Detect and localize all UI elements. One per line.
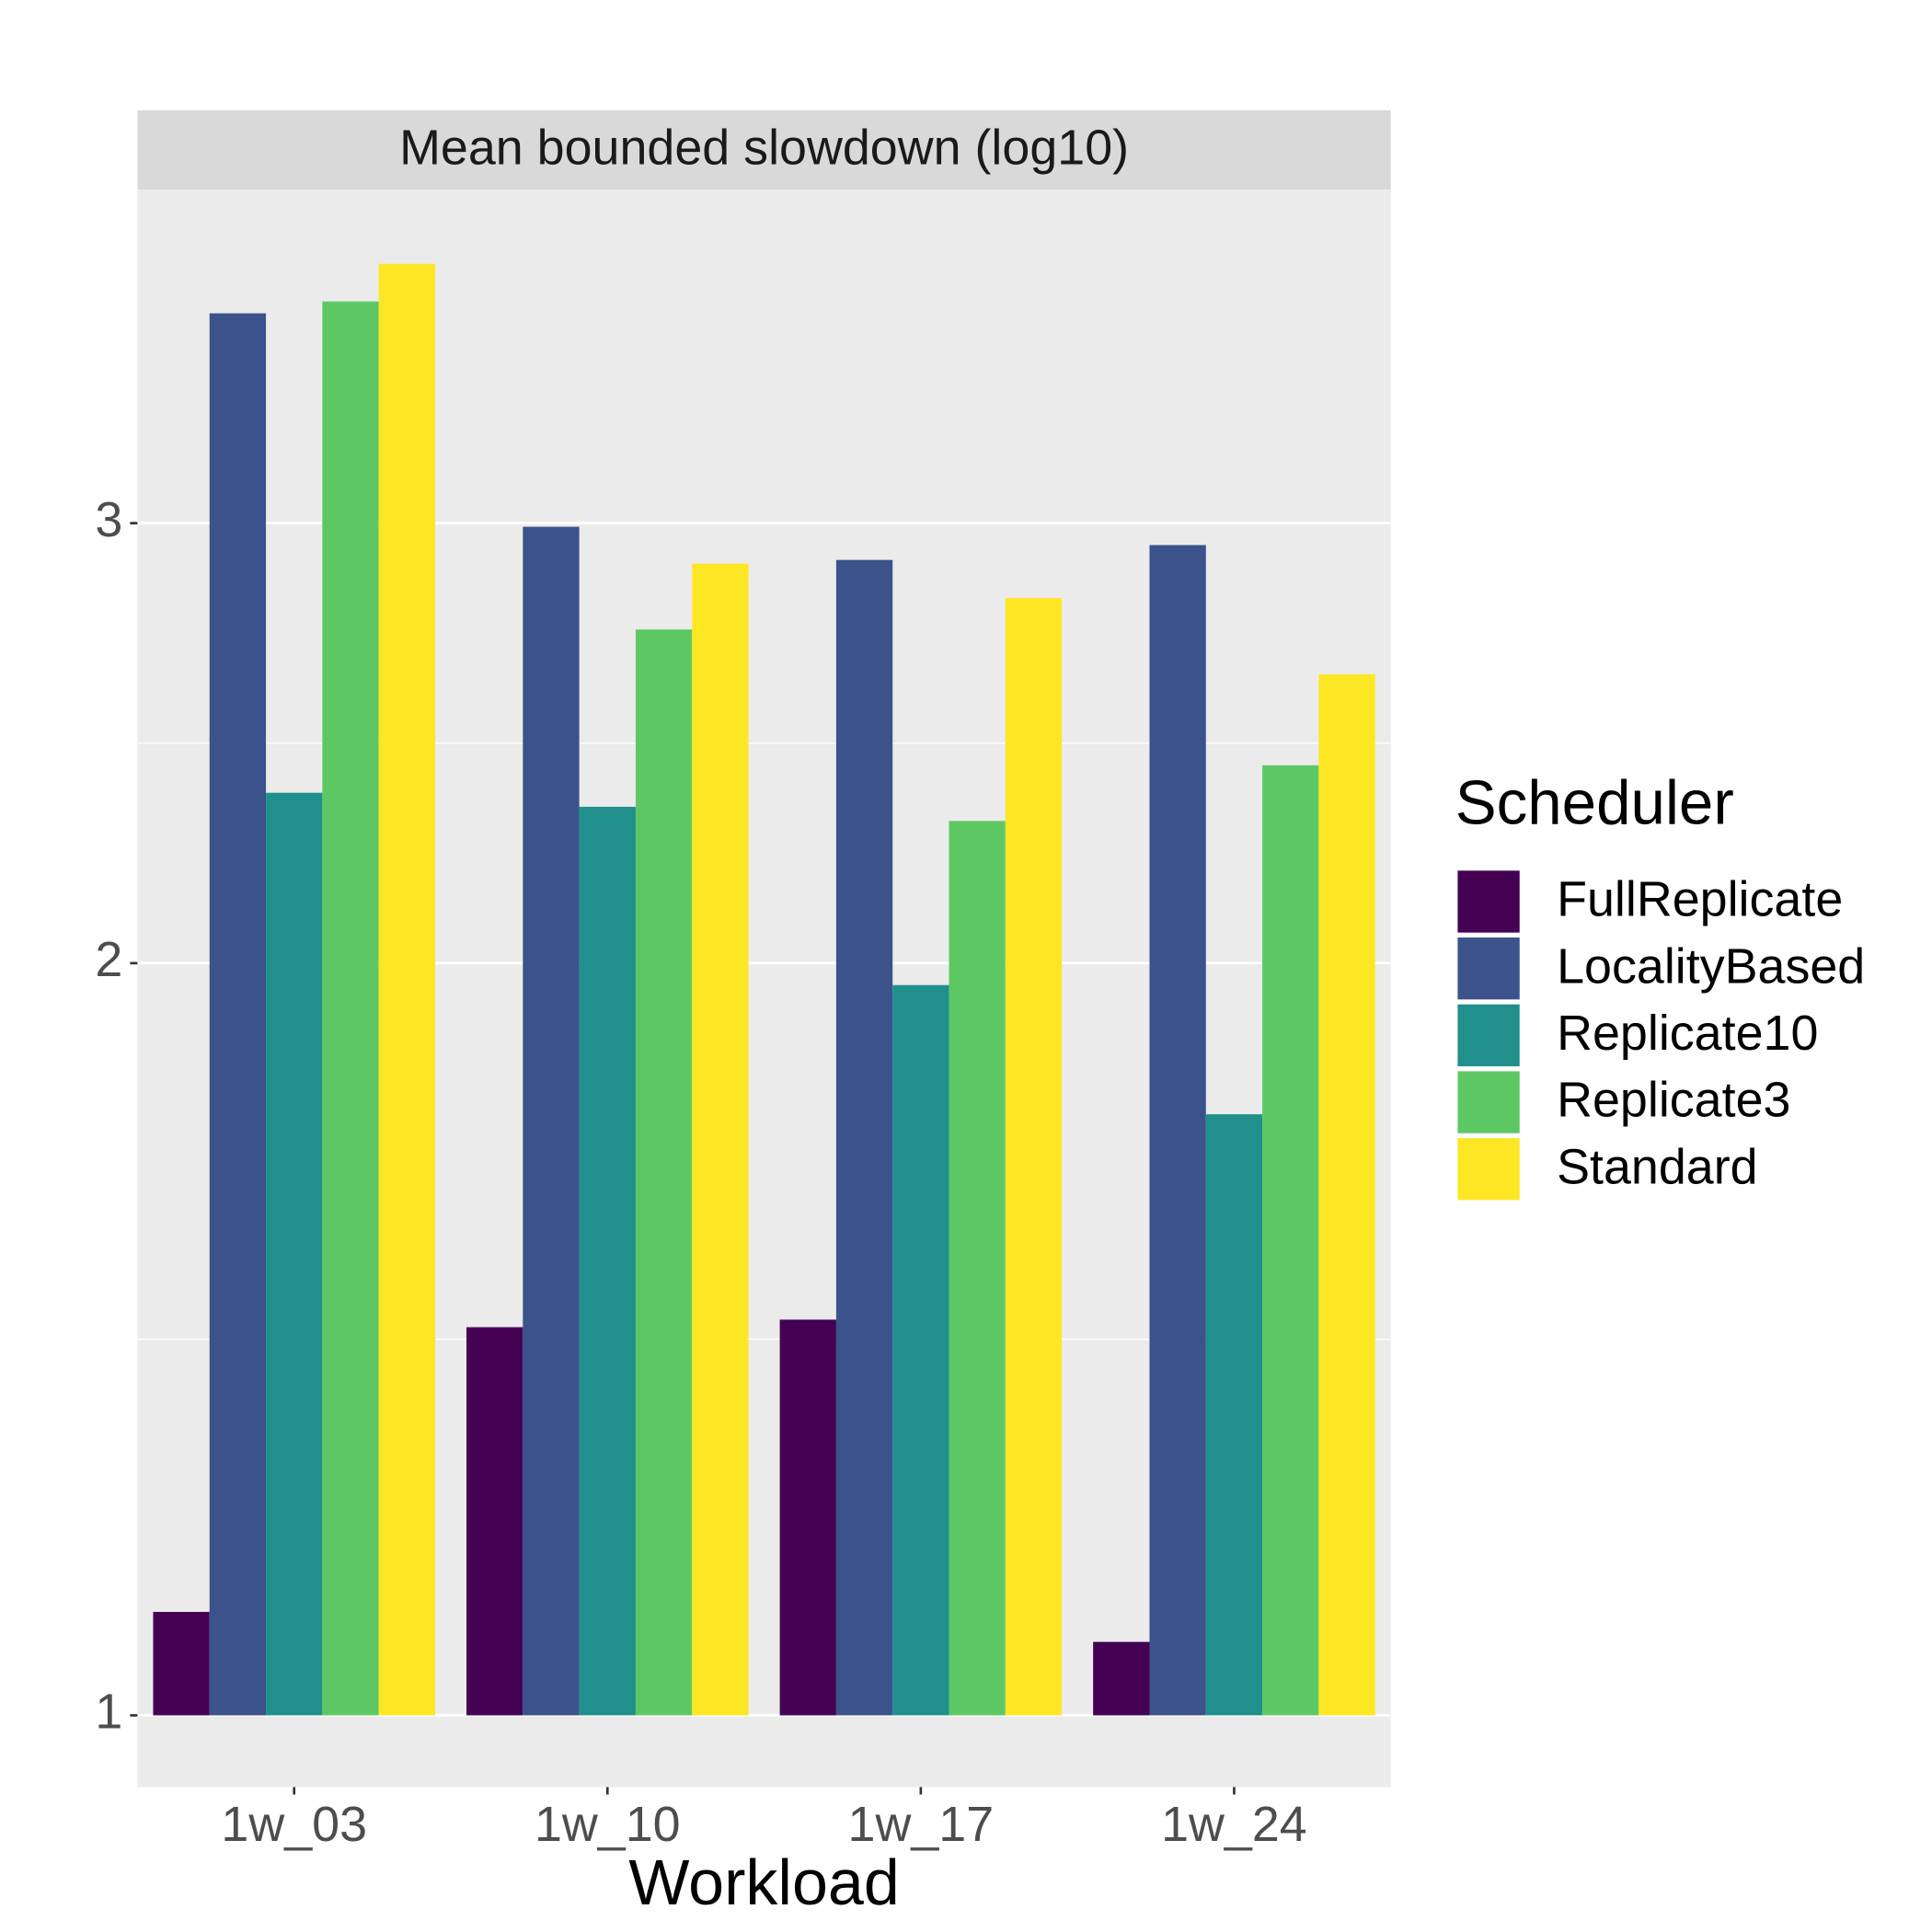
bar <box>1093 1641 1150 1716</box>
bar <box>579 806 636 1716</box>
legend-key <box>1457 1138 1520 1201</box>
bar <box>835 559 893 1716</box>
x-tick-label: 1w_10 <box>535 1797 681 1852</box>
bar <box>1262 765 1319 1716</box>
bar <box>378 263 435 1716</box>
legend-title: Scheduler <box>1455 768 1734 837</box>
legend-label: FullReplicate <box>1557 872 1843 927</box>
legend-label: Replicate10 <box>1557 1006 1818 1061</box>
bar <box>466 1327 523 1716</box>
legend-label: Standard <box>1557 1139 1757 1194</box>
legend-label: Replicate3 <box>1557 1073 1790 1128</box>
bar <box>523 526 580 1716</box>
bar <box>949 821 1006 1716</box>
bar <box>1205 1114 1263 1716</box>
y-tick-label: 2 <box>95 932 122 987</box>
bar <box>1149 545 1206 1716</box>
bar <box>266 792 323 1716</box>
y-tick-label: 1 <box>95 1685 122 1740</box>
legend-key <box>1457 937 1520 1000</box>
bar <box>209 313 267 1716</box>
chart-title: Mean bounded slowdown (log10) <box>399 120 1129 175</box>
bar <box>892 984 949 1716</box>
x-tick-label: 1w_03 <box>221 1797 367 1852</box>
legend-key <box>1457 1004 1520 1067</box>
bar <box>635 629 693 1716</box>
x-axis-label: Workload <box>628 1846 899 1918</box>
bar <box>322 301 379 1716</box>
x-tick-label: 1w_17 <box>848 1797 995 1852</box>
x-tick-label: 1w_24 <box>1161 1797 1307 1852</box>
bar <box>1318 673 1375 1716</box>
y-tick-label: 3 <box>95 492 122 547</box>
bar <box>153 1612 210 1716</box>
bar <box>1005 598 1063 1716</box>
legend-key <box>1457 870 1520 933</box>
strip <box>137 109 1391 190</box>
bar <box>692 563 749 1716</box>
bar <box>779 1319 836 1716</box>
legend-key <box>1457 1071 1520 1133</box>
legend-label: LocalityBased <box>1557 938 1865 994</box>
